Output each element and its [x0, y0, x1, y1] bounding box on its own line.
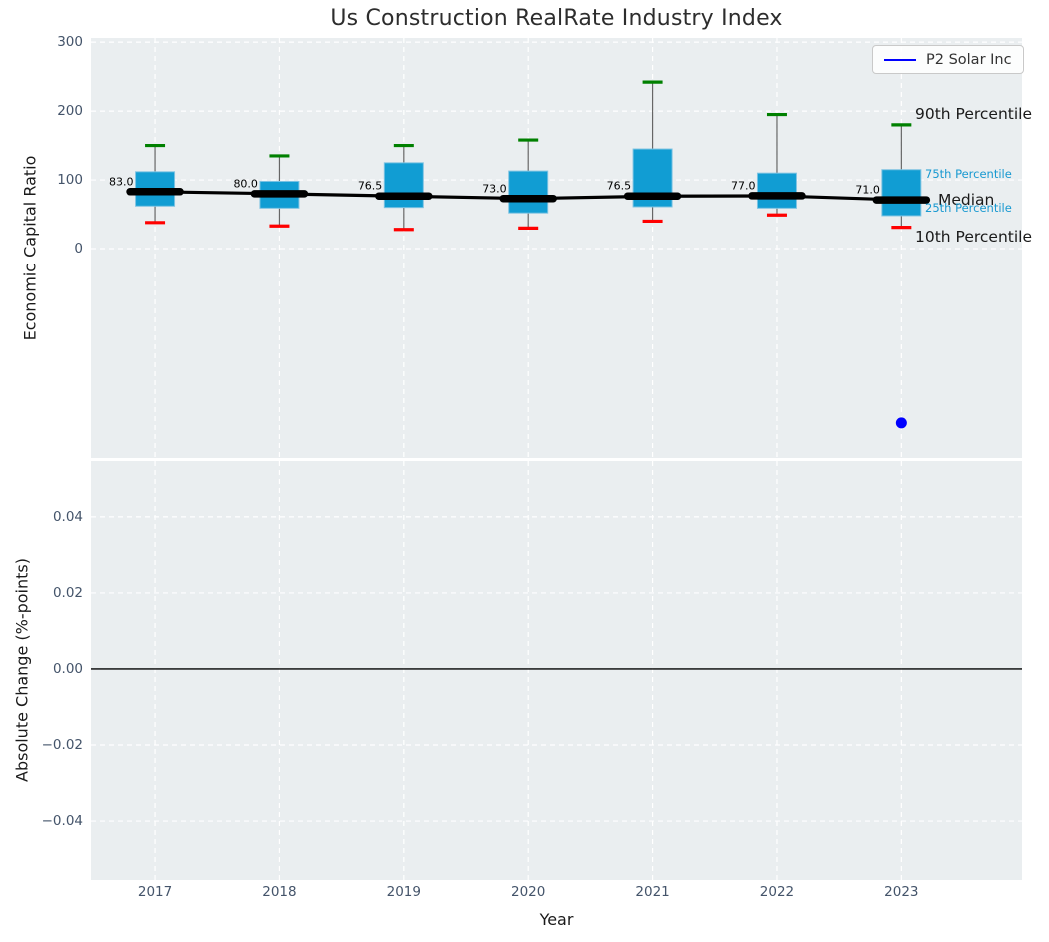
annotation-75th-percentile: 75th Percentile [925, 167, 1012, 181]
annotation-25th-percentile: 25th Percentile [925, 201, 1012, 215]
x-tick-label: 2019 [386, 884, 421, 900]
y-tick-label: 0.04 [52, 508, 83, 525]
y-tick-label: 100 [57, 172, 83, 189]
series-point [895, 417, 907, 429]
x-tick-label: 2020 [511, 884, 546, 900]
iqr-box-2019 [383, 162, 424, 209]
median-value-label: 80.0 [233, 177, 258, 191]
iqr-box-2023 [881, 169, 922, 217]
x-axis-label: Year [539, 910, 574, 929]
y-tick-label: 300 [57, 34, 83, 51]
y-tick-label: 0 [74, 241, 83, 258]
annotation-median: Median [938, 191, 995, 209]
median-value-label: 77.0 [730, 179, 756, 193]
legend-line-sample [884, 58, 916, 61]
median-value-label: 71.0 [855, 183, 880, 197]
median-value-label: 73.0 [482, 182, 507, 196]
y-tick-label: −0.02 [41, 737, 83, 754]
annotation-90th-percentile: 90th Percentile [915, 105, 1033, 123]
median-value-label: 76.5 [606, 179, 632, 193]
y-tick-label: 0.02 [52, 584, 83, 601]
chart-title: Us Construction RealRate Industry Index [330, 6, 783, 31]
x-tick-label: 2017 [137, 884, 173, 900]
x-tick-label: 2021 [635, 884, 670, 900]
x-tick-label: 2023 [884, 884, 919, 900]
y-tick-label: −0.04 [41, 813, 83, 830]
bottom-plot-area [91, 461, 1022, 880]
annotation-10th-percentile: 10th Percentile [915, 228, 1033, 246]
y-tick-label: 200 [57, 103, 83, 120]
median-value-label: 76.5 [357, 179, 383, 193]
top-plot-area [91, 38, 1022, 458]
iqr-box-2022 [756, 172, 797, 209]
legend: P2 Solar Inc [872, 45, 1024, 74]
y-axis-label-bottom: Absolute Change (%-points) [12, 558, 32, 782]
median-value-label: 83.0 [109, 175, 134, 189]
x-tick-label: 2022 [759, 884, 795, 900]
y-axis-label-top: Economic Capital Ratio [20, 155, 40, 341]
y-tick-label: 0.00 [52, 660, 83, 677]
iqr-box-2020 [508, 170, 549, 214]
legend-label: P2 Solar Inc [926, 51, 1012, 68]
x-tick-label: 2018 [262, 884, 297, 900]
